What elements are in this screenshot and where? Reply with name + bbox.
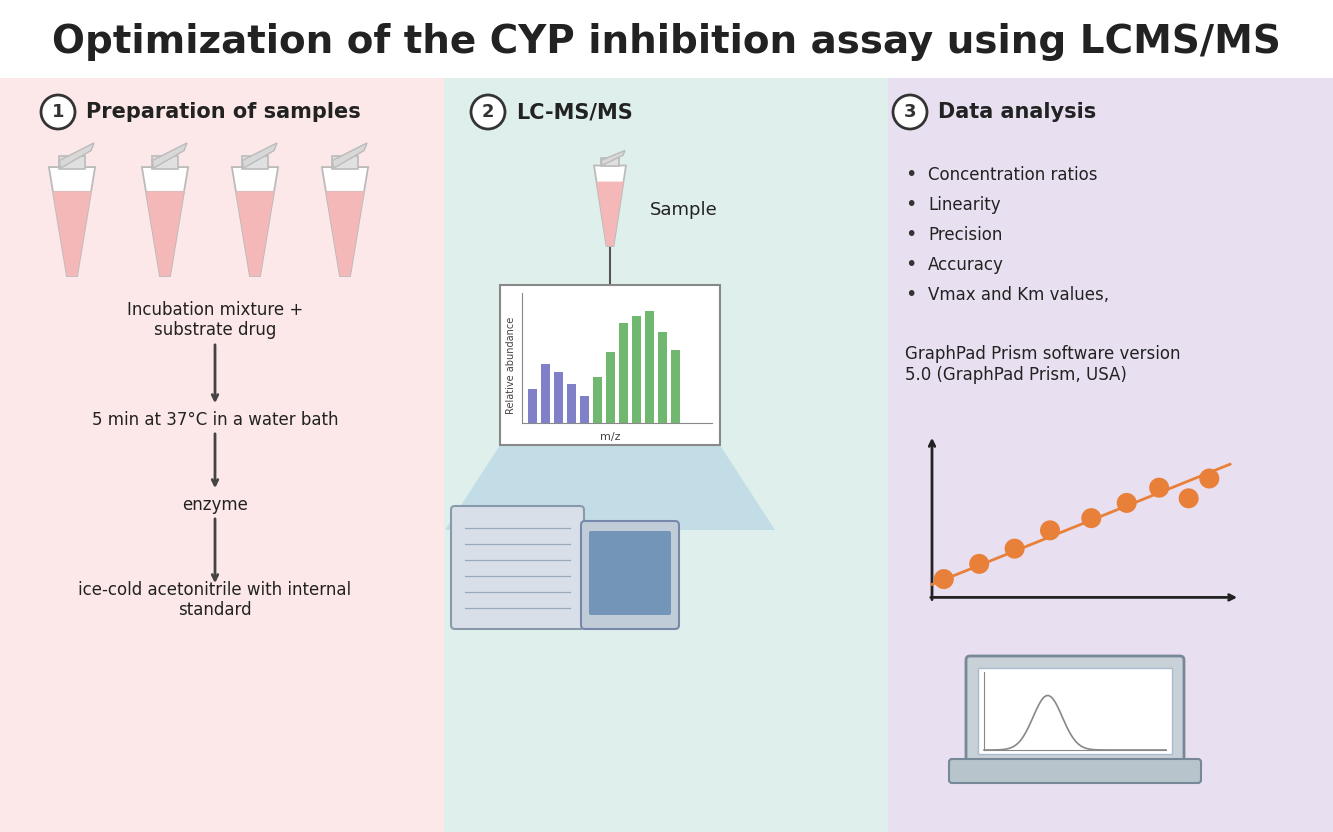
Polygon shape <box>53 191 91 276</box>
Text: Data analysis: Data analysis <box>938 102 1096 122</box>
Bar <box>593 377 603 423</box>
Text: Optimization of the CYP inhibition assay using LCMS/MS: Optimization of the CYP inhibition assay… <box>52 23 1281 61</box>
Polygon shape <box>325 191 364 276</box>
Text: Relative abundance: Relative abundance <box>507 316 516 414</box>
Circle shape <box>471 95 505 129</box>
Bar <box>59 156 85 169</box>
Circle shape <box>934 569 954 589</box>
Text: 2: 2 <box>481 103 495 121</box>
Polygon shape <box>49 167 95 276</box>
Bar <box>607 352 615 423</box>
Bar <box>632 315 641 423</box>
Text: Concentration ratios: Concentration ratios <box>928 166 1097 184</box>
Bar <box>152 156 177 169</box>
Text: LC-MS/MS: LC-MS/MS <box>516 102 633 122</box>
Text: •: • <box>905 196 916 215</box>
Text: Accuracy: Accuracy <box>928 256 1004 274</box>
Bar <box>978 668 1172 754</box>
Text: Linearity: Linearity <box>928 196 1001 214</box>
Text: •: • <box>905 255 916 275</box>
Bar <box>645 311 655 423</box>
Circle shape <box>1117 493 1137 513</box>
Bar <box>541 364 551 423</box>
Text: Incubation mixture +
substrate drug: Incubation mixture + substrate drug <box>127 300 303 339</box>
Text: ice-cold acetonitrile with internal
standard: ice-cold acetonitrile with internal stan… <box>79 581 352 619</box>
Bar <box>555 372 563 423</box>
Text: m/z: m/z <box>600 432 620 442</box>
Polygon shape <box>243 143 277 168</box>
Polygon shape <box>445 445 774 530</box>
Text: •: • <box>905 285 916 305</box>
Bar <box>601 158 619 166</box>
Text: Sample: Sample <box>651 201 717 219</box>
Bar <box>580 396 589 423</box>
Circle shape <box>1149 478 1169 498</box>
Polygon shape <box>332 143 367 168</box>
Text: Vmax and Km values,: Vmax and Km values, <box>928 286 1109 304</box>
Polygon shape <box>601 151 625 166</box>
Circle shape <box>1081 508 1101 528</box>
Polygon shape <box>321 167 368 276</box>
Circle shape <box>893 95 926 129</box>
Polygon shape <box>595 166 627 246</box>
Polygon shape <box>236 191 275 276</box>
Bar <box>444 78 888 832</box>
FancyBboxPatch shape <box>581 521 678 629</box>
Bar <box>500 285 720 445</box>
Text: 1: 1 <box>52 103 64 121</box>
Bar <box>0 78 444 832</box>
Circle shape <box>41 95 75 129</box>
Bar <box>670 349 680 423</box>
Bar <box>243 156 268 169</box>
Bar <box>567 384 576 423</box>
Polygon shape <box>232 167 279 276</box>
Polygon shape <box>141 167 188 276</box>
Circle shape <box>1040 520 1060 540</box>
Circle shape <box>1178 488 1198 508</box>
Bar <box>659 331 666 423</box>
Polygon shape <box>152 143 187 168</box>
FancyBboxPatch shape <box>966 656 1184 766</box>
FancyBboxPatch shape <box>949 759 1201 783</box>
Text: •: • <box>905 225 916 245</box>
Text: Preparation of samples: Preparation of samples <box>87 102 361 122</box>
Text: •: • <box>905 166 916 185</box>
Bar <box>619 323 628 423</box>
Text: GraphPad Prism software version
5.0 (GraphPad Prism, USA): GraphPad Prism software version 5.0 (Gra… <box>905 345 1181 384</box>
Polygon shape <box>596 181 624 246</box>
FancyBboxPatch shape <box>589 531 670 615</box>
Circle shape <box>1005 538 1025 558</box>
Text: 5 min at 37°C in a water bath: 5 min at 37°C in a water bath <box>92 411 339 429</box>
Text: enzyme: enzyme <box>183 496 248 514</box>
Bar <box>332 156 357 169</box>
Bar <box>528 389 537 423</box>
Circle shape <box>969 554 989 574</box>
FancyBboxPatch shape <box>451 506 584 629</box>
Polygon shape <box>145 191 184 276</box>
Bar <box>888 78 1333 832</box>
Circle shape <box>1200 468 1220 488</box>
Polygon shape <box>59 143 95 168</box>
Text: 3: 3 <box>904 103 916 121</box>
Text: Precision: Precision <box>928 226 1002 244</box>
